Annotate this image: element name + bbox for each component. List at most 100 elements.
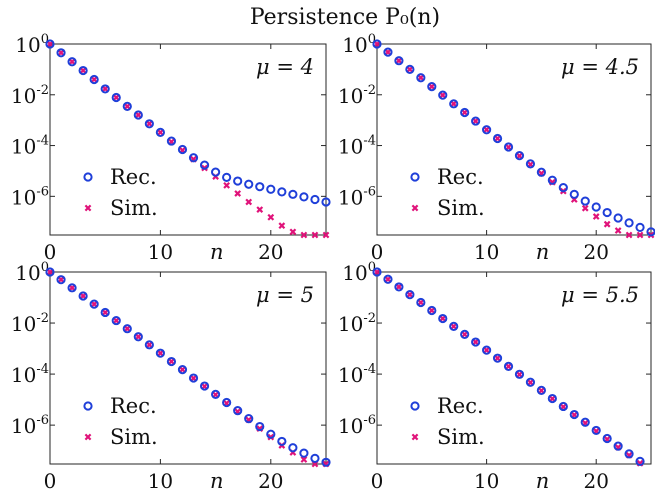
data-point-sim xyxy=(592,213,600,220)
data-point-rec xyxy=(558,401,568,412)
data-point-rec xyxy=(536,167,547,177)
data-point-sim xyxy=(373,268,381,276)
x-tick-label: 0 xyxy=(44,469,57,493)
data-point-rec xyxy=(514,151,525,161)
series-rec xyxy=(372,39,655,237)
data-point-rec xyxy=(482,125,492,135)
legend-marker-sim xyxy=(84,433,92,441)
data-point-sim xyxy=(395,283,403,291)
data-point-sim xyxy=(428,83,436,90)
y-tick-exponent: -2 xyxy=(36,311,49,326)
data-point-sim xyxy=(101,85,109,93)
data-point-sim xyxy=(134,111,142,119)
data-point-sim xyxy=(548,395,556,403)
data-point-rec xyxy=(266,429,276,439)
data-point-rec xyxy=(211,167,221,177)
data-point-sim xyxy=(428,307,436,314)
data-point-rec xyxy=(482,345,492,355)
data-point-rec xyxy=(449,321,459,331)
data-point-sim xyxy=(494,354,501,362)
data-point-rec xyxy=(288,189,298,199)
y-tick-base: 10 xyxy=(11,135,36,159)
x-tick-label: 10 xyxy=(474,469,499,493)
data-point-sim xyxy=(311,231,319,239)
data-point-sim xyxy=(461,109,469,116)
data-point-rec xyxy=(405,64,415,74)
data-point-sim xyxy=(46,40,54,48)
data-point-rec xyxy=(67,57,77,67)
data-point-rec xyxy=(222,397,232,408)
y-tick-exponent: -2 xyxy=(36,83,49,98)
x-tick-label: 10 xyxy=(148,469,173,493)
data-point-rec xyxy=(277,187,287,197)
data-point-sim xyxy=(395,57,403,65)
y-tick-base: 10 xyxy=(11,312,36,336)
data-point-sim xyxy=(614,227,622,234)
y-tick-exponent: -4 xyxy=(36,134,49,149)
data-point-rec xyxy=(624,218,634,228)
y-tick-base: 10 xyxy=(11,84,36,108)
data-point-sim xyxy=(406,66,414,73)
data-point-sim xyxy=(472,338,480,346)
y-tick-exponent: -4 xyxy=(363,134,376,149)
data-point-sim xyxy=(289,228,297,236)
x-axis-label: n xyxy=(536,240,550,264)
data-point-sim xyxy=(79,292,87,300)
data-point-rec xyxy=(525,159,536,169)
data-point-rec xyxy=(222,172,232,182)
data-point-rec xyxy=(133,110,143,120)
data-point-rec xyxy=(188,153,199,163)
data-point-rec xyxy=(233,406,243,416)
legend-label-sim: Sim. xyxy=(437,425,485,449)
data-point-rec xyxy=(394,56,404,66)
x-axis-label: n xyxy=(210,469,224,493)
data-point-rec xyxy=(613,213,623,223)
y-tick-label: 100 xyxy=(342,32,376,57)
legend-label-sim: Sim. xyxy=(110,425,158,449)
panel-mu-label: μ = 5.5 xyxy=(561,283,639,307)
data-point-rec xyxy=(416,73,426,83)
data-point-rec xyxy=(45,39,55,49)
data-point-rec xyxy=(299,448,309,458)
y-tick-base: 10 xyxy=(338,363,363,387)
y-tick-exponent: -4 xyxy=(363,362,376,377)
y-tick-label: 10-6 xyxy=(338,413,376,438)
data-point-rec xyxy=(78,291,88,301)
data-point-sim xyxy=(256,206,264,213)
data-point-rec xyxy=(635,456,645,466)
data-point-rec xyxy=(100,84,110,94)
legend-marker-sim xyxy=(84,204,92,212)
data-point-rec xyxy=(514,369,525,379)
y-tick-label: 10-6 xyxy=(11,184,49,209)
data-point-rec xyxy=(133,332,143,342)
figure-title: Persistence P₀(n) xyxy=(250,5,440,30)
y-tick-label: 100 xyxy=(15,260,49,285)
legend-marker-sim xyxy=(411,204,419,212)
panel-mu-label: μ = 4 xyxy=(256,55,314,79)
data-point-sim xyxy=(461,330,469,338)
data-point-rec xyxy=(45,267,55,277)
data-point-rec xyxy=(503,361,514,372)
data-point-rec xyxy=(416,297,426,308)
data-point-sim xyxy=(68,58,76,66)
data-point-sim xyxy=(267,213,275,221)
data-point-sim xyxy=(439,91,447,99)
data-point-rec xyxy=(536,385,547,395)
data-point-sim xyxy=(79,67,87,74)
data-point-sim xyxy=(450,323,458,330)
data-point-rec xyxy=(602,207,612,218)
data-point-rec xyxy=(427,305,437,316)
data-point-sim xyxy=(179,366,186,373)
y-tick-exponent: -6 xyxy=(36,413,49,428)
axes-box xyxy=(376,271,652,465)
legend-label-rec: Rec. xyxy=(437,394,484,418)
data-point-rec xyxy=(310,194,320,205)
y-tick-label: 10-4 xyxy=(11,362,49,387)
data-point-sim xyxy=(145,120,153,128)
data-point-rec xyxy=(199,160,210,170)
x-tick-label: 0 xyxy=(371,240,384,264)
y-tick-label: 100 xyxy=(15,32,49,57)
